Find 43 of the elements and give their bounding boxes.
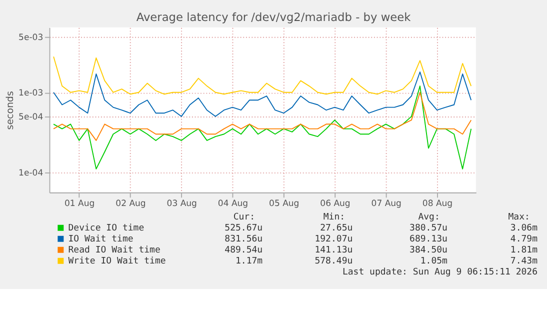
text: 689.13u [410,234,448,245]
x-tick-label: 04 Aug [218,199,248,210]
text: 380.57u [410,224,448,234]
legend-label: IO Wait time [68,234,134,245]
line-series [53,56,472,95]
line-series [53,92,472,141]
line-series [53,86,472,170]
x-tick-label: 07 Aug [371,199,402,210]
legend-label: Read IO Wait time [68,246,160,256]
x-tick-label: 08 Aug [422,199,453,210]
text: 525.67u [224,224,263,234]
text: 1.05m [420,256,448,267]
text: Cur: [233,212,256,223]
text: 1.17m [236,256,263,267]
legend-label: Device IO time [68,224,144,234]
legend-label: Write IO Wait time [68,256,166,267]
x-tick-label: 01 Aug [64,199,95,210]
chart-title: Average latency for /dev/vg2/mariadb - by week [136,10,412,24]
text: 192.07u [314,234,353,245]
text: 831.56u [224,234,263,245]
y-axis-title: seconds [4,90,16,130]
x-tick-label: 05 Aug [269,199,300,210]
text: 1.81m [510,246,538,256]
text: Min: [323,212,346,223]
text: Max: [508,212,530,223]
text: Avg: [418,212,440,223]
text: 384.50u [410,246,448,256]
line-series [53,71,472,117]
x-tick-label: 06 Aug [320,199,350,210]
text: Last update: Sun Aug 9 06:15:11 2026 [342,268,538,278]
y-tick-label: 1e-04 [18,168,44,179]
text: 4.79m [510,234,538,245]
text: 3.06m [510,224,538,234]
text: 27.65u [320,224,353,234]
text: 489.54u [224,246,263,256]
text: 7.43m [510,256,538,267]
y-tick-label: 5e-03 [18,32,44,43]
x-tick-label: 03 Aug [166,199,197,210]
text: 141.13u [314,246,353,256]
y-tick-label: 5e-04 [18,112,44,123]
text: 578.49u [314,256,353,267]
y-tick-label: 1e-03 [18,88,44,99]
x-tick-label: 02 Aug [116,199,146,210]
